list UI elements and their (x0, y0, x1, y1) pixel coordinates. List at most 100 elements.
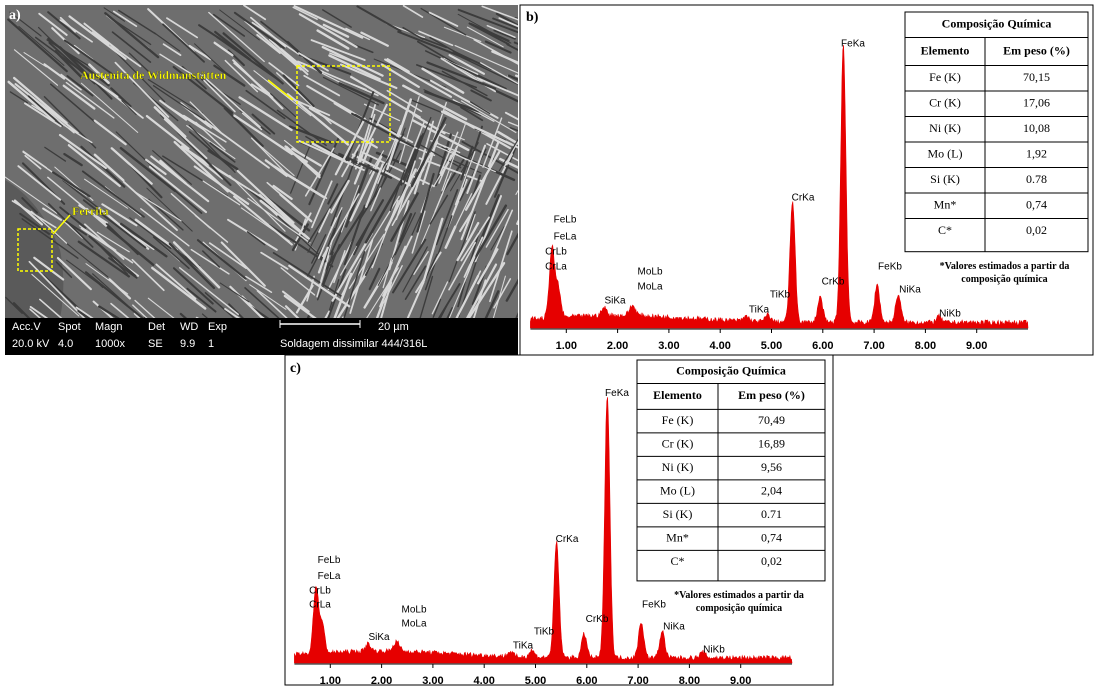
info-label: Spot (58, 321, 81, 333)
x-tick-label: 5.00 (761, 340, 782, 352)
x-tick-label: 1.00 (320, 675, 341, 687)
x-tick-label: 3.00 (422, 675, 443, 687)
table-cell: 10,08 (1023, 121, 1050, 135)
x-tick-label: 4.00 (473, 675, 494, 687)
table-cell: 16,89 (758, 436, 785, 450)
peak-label: CrLa (545, 262, 567, 273)
table-cell: Mo (L) (928, 147, 963, 161)
x-tick-label: 8.00 (915, 340, 936, 352)
table-cell: Fe (K) (662, 413, 694, 427)
table-cell: 2,04 (761, 483, 782, 497)
peak-label: FeKb (878, 262, 902, 273)
x-tick-label: 7.00 (863, 340, 884, 352)
peak-label: FeKa (841, 39, 865, 50)
annotation: Austenita de Widmanstätten (80, 68, 227, 82)
figure: Austenita de Widmanstätten Ferrita a) Acc.V… (0, 0, 1097, 687)
peak-label: TiKb (770, 290, 791, 301)
panel-label: b) (526, 10, 539, 25)
lamella (171, 354, 201, 380)
x-tick-label: 2.00 (607, 340, 628, 352)
table-cell: Cr (K) (662, 436, 694, 450)
info-label: WD (180, 321, 198, 333)
info-bar (5, 318, 518, 355)
peak-label: MoLb (401, 604, 426, 615)
x-tick-label: 3.00 (658, 340, 679, 352)
peak-label: CrKb (586, 614, 609, 625)
table-title: Composição Química (942, 17, 1052, 31)
table-note: composição química (961, 274, 1047, 285)
table-note: composição química (696, 603, 782, 614)
info-label: Det (148, 321, 165, 333)
x-tick-label: 6.00 (576, 675, 597, 687)
info-label: Acc.V (12, 321, 41, 333)
peak-label: MoLa (637, 282, 662, 293)
x-tick-label: 8.00 (679, 675, 700, 687)
peak-label: TiKb (534, 626, 555, 637)
table-cell: Mo (L) (660, 483, 695, 497)
x-tick-label: 4.00 (709, 340, 730, 352)
info-value: 20.0 kV (12, 338, 50, 350)
x-tick-label: 6.00 (812, 340, 833, 352)
table-cell: 0,74 (1026, 198, 1047, 212)
table-cell: Ni (K) (662, 460, 694, 474)
table-note: *Valores estimados a partir da (940, 261, 1070, 272)
panel-label: a) (9, 8, 21, 23)
table-cell: 70,15 (1023, 70, 1050, 84)
peak-label: CrLb (309, 585, 331, 596)
peak-label: NiKa (663, 622, 685, 633)
peak-label: FeLa (554, 232, 577, 243)
table-cell: 1,92 (1026, 147, 1047, 161)
peak-label: FeLb (554, 215, 577, 226)
info-value: 4.0 (58, 338, 73, 350)
peak-label: FeKb (642, 600, 666, 611)
x-tick-label: 9.00 (730, 675, 751, 687)
info-value: SE (148, 338, 163, 350)
peak-label: SiKa (604, 296, 626, 307)
peak-label: NiKb (703, 644, 725, 655)
x-tick-label: 2.00 (371, 675, 392, 687)
table-title: Composição Química (676, 364, 786, 378)
table-header: Em peso (%) (1003, 43, 1070, 57)
table-cell: Mn* (934, 198, 957, 212)
table-cell: Ni (K) (929, 121, 961, 135)
table-cell: 0.71 (761, 507, 782, 521)
table-cell: 70,49 (758, 413, 785, 427)
table-cell: 17,06 (1023, 96, 1050, 110)
peak-label: CrKa (556, 534, 579, 545)
table-cell: Si (K) (663, 507, 693, 521)
info-label: Magn (95, 321, 123, 333)
annotation: Ferrita (72, 204, 109, 218)
panel-label: c) (290, 361, 301, 376)
table-cell: Fe (K) (929, 70, 961, 84)
x-tick-label: 9.00 (966, 340, 987, 352)
table-cell: C* (938, 223, 952, 237)
peak-label: FeLb (318, 555, 341, 566)
table-header: Em peso (%) (738, 388, 805, 402)
x-tick-label: 5.00 (525, 675, 546, 687)
scale-label: 20 µm (378, 321, 409, 333)
table-note: *Valores estimados a partir da (674, 590, 804, 601)
table-cell: C* (670, 554, 684, 568)
peak-label: CrKa (792, 193, 815, 204)
peak-label: TiKa (513, 641, 534, 652)
table-cell: Mn* (666, 530, 689, 544)
table-cell: 0,02 (761, 554, 782, 568)
table-cell: Cr (K) (929, 96, 961, 110)
table-header: Elemento (921, 43, 970, 57)
peak-label: FeKa (605, 388, 629, 399)
table-cell: Si (K) (930, 172, 960, 186)
peak-label: MoLa (401, 619, 426, 630)
peak-label: SiKa (368, 632, 390, 643)
lamella (157, 354, 203, 386)
x-tick-label: 1.00 (556, 340, 577, 352)
peak-label: CrLb (545, 247, 567, 258)
peak-label: FeLa (318, 571, 341, 582)
info-label: Exp (208, 321, 227, 333)
info-value: 1 (208, 338, 214, 350)
table-cell: 0,02 (1026, 223, 1047, 237)
peak-label: TiKa (749, 305, 770, 316)
peak-label: CrKb (822, 277, 845, 288)
x-tick-label: 7.00 (627, 675, 648, 687)
peak-label: MoLb (637, 267, 662, 278)
info-value: 9.9 (180, 338, 195, 350)
